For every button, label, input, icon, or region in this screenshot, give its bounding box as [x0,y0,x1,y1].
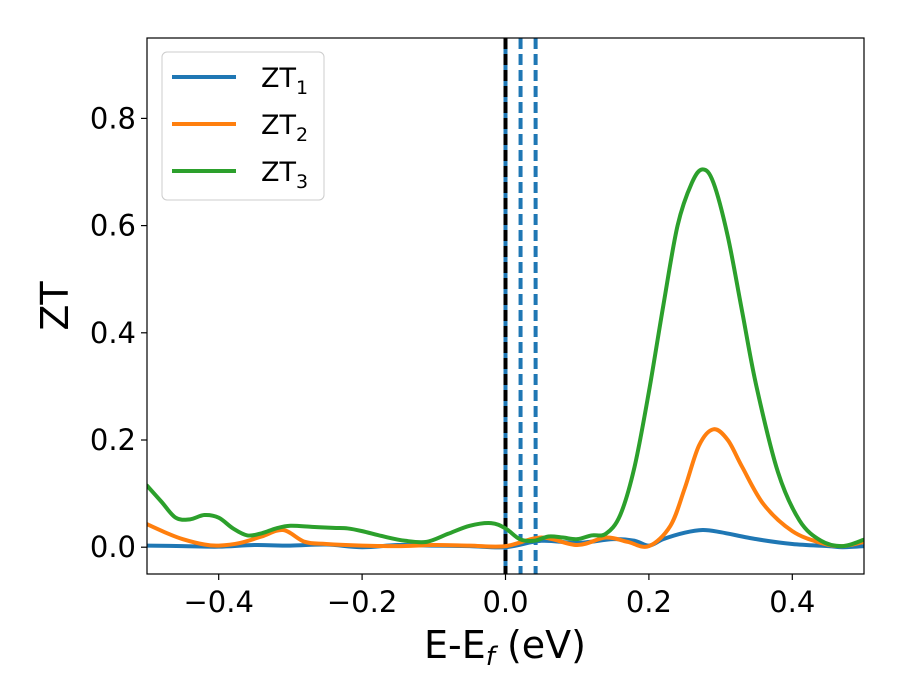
y-tick-label: 0.8 [90,101,136,135]
x-axis-label: E-Ef (eV) [424,623,586,672]
series-line-zt1 [147,528,864,550]
y-tick-label: 0.6 [90,209,136,243]
legend-box [161,51,325,201]
x-tick-label: 0.0 [482,585,528,619]
y-axis-label: ZT [33,281,77,331]
x-axis-label-main: E-E [424,623,486,667]
x-tick-label: 0.2 [626,585,672,619]
legend: ZT1 ZT2 ZT3 [161,51,325,201]
y-axis-ticks: 0.0 0.2 0.4 0.6 0.8 [90,101,147,564]
reference-lines [503,38,538,574]
legend-label-zt3: ZT3 [261,157,308,193]
x-axis-label-unit: (eV) [495,623,586,667]
x-axis-ticks: −0.4 −0.2 0.0 0.2 0.4 [183,574,815,619]
y-tick-label: 0.4 [90,316,136,350]
x-tick-label: 0.4 [769,585,815,619]
series-line-zt3 [147,167,864,549]
legend-label-zt1: ZT1 [261,63,308,99]
x-tick-label: −0.4 [183,585,253,619]
x-tick-label: −0.2 [327,585,397,619]
y-tick-label: 0.0 [90,530,136,564]
series-lines [147,167,864,550]
legend-label-zt2: ZT2 [261,110,308,146]
y-tick-label: 0.2 [90,423,136,457]
